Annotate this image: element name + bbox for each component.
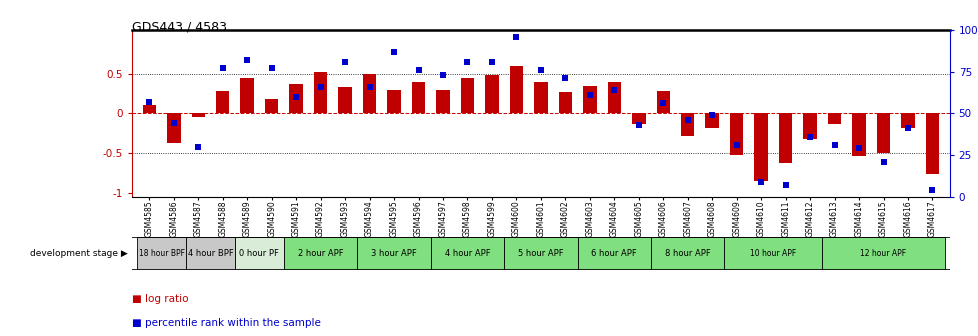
Bar — [436, 90, 449, 114]
Bar — [754, 114, 767, 181]
Point — [655, 101, 671, 106]
Bar — [387, 90, 400, 114]
Text: 18 hour BPF: 18 hour BPF — [139, 249, 184, 258]
Bar — [192, 114, 204, 117]
Point — [679, 117, 694, 123]
Point — [703, 112, 719, 118]
Bar — [461, 78, 473, 114]
Point — [239, 57, 254, 63]
Point — [165, 121, 182, 126]
Point — [312, 84, 328, 89]
Bar — [216, 91, 229, 114]
Bar — [284, 237, 357, 270]
Bar — [901, 114, 913, 128]
Bar — [632, 114, 645, 124]
Point — [923, 187, 939, 193]
Bar — [357, 237, 430, 270]
Point — [581, 92, 597, 98]
Text: ■ log ratio: ■ log ratio — [132, 294, 189, 304]
Point — [557, 76, 573, 81]
Bar — [827, 114, 840, 125]
Point — [460, 59, 475, 65]
Bar — [363, 74, 376, 114]
Bar — [143, 106, 156, 114]
Point — [141, 99, 156, 104]
Point — [728, 142, 743, 148]
Point — [483, 59, 499, 65]
Point — [874, 159, 890, 164]
Point — [532, 68, 548, 73]
Bar — [137, 237, 186, 270]
Bar — [430, 237, 504, 270]
Text: GDS443 / 4583: GDS443 / 4583 — [132, 20, 227, 33]
Point — [509, 34, 524, 40]
Bar — [412, 82, 424, 114]
Bar — [510, 66, 522, 114]
Bar — [167, 114, 180, 143]
Bar — [583, 86, 596, 114]
Bar — [485, 75, 498, 114]
Bar — [852, 114, 865, 156]
Bar — [925, 114, 938, 174]
Bar — [558, 92, 571, 114]
Bar — [681, 114, 693, 135]
Bar — [504, 237, 577, 270]
Text: 0 hour PF: 0 hour PF — [240, 249, 279, 258]
Point — [214, 66, 231, 71]
Text: 4 hour BPF: 4 hour BPF — [188, 249, 233, 258]
Point — [899, 126, 914, 131]
Point — [288, 94, 303, 99]
Text: ■ percentile rank within the sample: ■ percentile rank within the sample — [132, 318, 321, 328]
Bar — [534, 82, 547, 114]
Point — [385, 49, 401, 54]
Bar — [235, 237, 284, 270]
Bar — [241, 78, 253, 114]
Text: 3 hour APF: 3 hour APF — [371, 249, 417, 258]
Point — [801, 134, 817, 139]
Text: 8 hour APF: 8 hour APF — [664, 249, 710, 258]
Bar — [876, 114, 889, 153]
Text: 5 hour APF: 5 hour APF — [517, 249, 563, 258]
Bar — [577, 237, 650, 270]
Text: 6 hour APF: 6 hour APF — [591, 249, 637, 258]
Point — [361, 84, 377, 89]
Bar — [338, 87, 351, 114]
Bar — [656, 91, 669, 114]
Text: 10 hour APF: 10 hour APF — [749, 249, 796, 258]
Point — [850, 145, 867, 151]
Bar — [724, 237, 822, 270]
Text: 12 hour APF: 12 hour APF — [860, 249, 906, 258]
Point — [336, 59, 352, 65]
Point — [825, 142, 841, 148]
Bar — [730, 114, 742, 155]
Bar — [607, 82, 620, 114]
Bar — [822, 237, 944, 270]
Bar — [803, 114, 816, 139]
Point — [434, 73, 450, 78]
Bar — [778, 114, 791, 163]
Bar — [289, 84, 302, 114]
Bar — [186, 237, 235, 270]
Point — [753, 179, 769, 184]
Text: 4 hour APF: 4 hour APF — [444, 249, 490, 258]
Point — [605, 87, 622, 93]
Point — [410, 68, 425, 73]
Bar — [705, 114, 718, 128]
Bar — [650, 237, 724, 270]
Bar — [314, 72, 327, 114]
Point — [263, 66, 280, 71]
Bar — [265, 99, 278, 114]
Point — [777, 182, 792, 187]
Point — [630, 122, 645, 128]
Point — [190, 144, 205, 149]
Text: development stage ▶: development stage ▶ — [29, 249, 127, 258]
Text: 2 hour APF: 2 hour APF — [297, 249, 343, 258]
